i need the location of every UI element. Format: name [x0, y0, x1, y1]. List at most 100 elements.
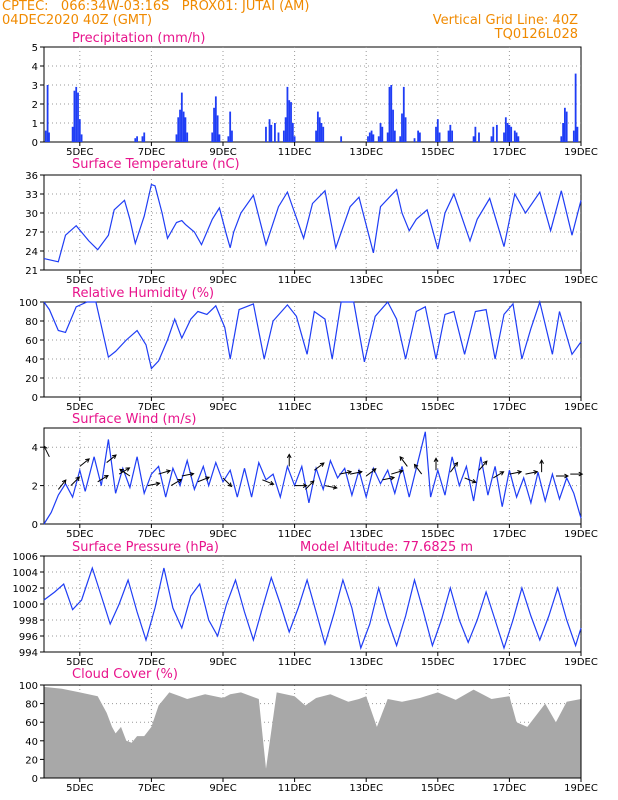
wind-arrow — [449, 462, 458, 473]
wind-arrow — [478, 460, 488, 471]
x-tick-label: 17DEC — [493, 657, 527, 668]
precip-bar — [73, 90, 76, 142]
x-tick-label: 7DEC — [138, 147, 165, 158]
x-tick-label: 13DEC — [349, 402, 383, 413]
y-tick-label: 998 — [19, 616, 38, 627]
x-tick-label: 17DEC — [493, 402, 527, 413]
precip-bar — [504, 117, 507, 142]
precip-bar — [474, 126, 477, 142]
wind-arrow — [222, 477, 232, 487]
y-tick-label: 0 — [32, 138, 38, 149]
x-tick-label: 13DEC — [349, 275, 383, 286]
precip-bar — [268, 119, 271, 142]
precip-bar — [377, 136, 380, 142]
wind-arrowhead — [189, 471, 195, 477]
y-tick-label: 1004 — [13, 568, 38, 579]
precip-bar — [451, 130, 454, 142]
precip-bar — [293, 136, 296, 142]
precip-bar — [44, 130, 47, 142]
precip-bar — [227, 136, 230, 142]
precip-bar — [286, 86, 289, 142]
wind-arrowhead — [398, 469, 404, 474]
precip-bar — [417, 130, 420, 142]
precip-bar — [381, 126, 384, 142]
y-tick-label: 33 — [25, 190, 38, 201]
precip-bar — [231, 130, 233, 142]
precip-bar — [182, 111, 185, 142]
x-tick-label: 15DEC — [421, 783, 455, 794]
y-tick-label: 3 — [32, 81, 38, 92]
y-tick-label: 30 — [25, 209, 38, 220]
precip-bar — [180, 92, 183, 142]
precip-bar — [419, 132, 421, 142]
x-tick-label: 13DEC — [349, 147, 383, 158]
precip-bar — [177, 117, 180, 142]
precip-bar — [513, 130, 516, 142]
precip-bar — [399, 136, 402, 142]
wind-arrowhead — [471, 478, 477, 484]
wind-arrowhead — [119, 468, 124, 474]
wind-arrow — [339, 471, 352, 475]
precip-bar — [372, 134, 375, 142]
precip-bar — [404, 117, 407, 142]
x-tick-label: 7DEC — [138, 275, 165, 286]
wind-arrowhead — [390, 475, 396, 481]
plot-frame — [43, 684, 582, 779]
precip-bar — [78, 119, 81, 142]
x-tick-label: 13DEC — [349, 657, 383, 668]
precip-bar — [379, 123, 382, 142]
y-tick-label: 2 — [32, 482, 38, 493]
wind-arrowhead — [578, 471, 584, 477]
wind-arrowhead — [453, 461, 459, 467]
x-tick-label: 9DEC — [209, 657, 236, 668]
x-tick-label: 15DEC — [421, 529, 455, 540]
precip-bar — [447, 130, 450, 142]
y-tick-label: 60 — [25, 718, 38, 729]
y-tick-label: 0 — [32, 393, 38, 404]
precip-bar — [216, 115, 219, 142]
series-line — [43, 566, 582, 651]
wind-arrowhead — [286, 453, 292, 459]
wind-arrowhead — [482, 460, 488, 466]
y-tick-label: 21 — [25, 266, 38, 277]
precip-bar — [367, 136, 369, 142]
y-tick-label: 40 — [25, 737, 38, 748]
precip-bar — [388, 86, 391, 142]
y-tick-label: 1000 — [13, 600, 38, 611]
x-tick-label: 9DEC — [209, 529, 236, 540]
cloud-area — [44, 686, 581, 778]
panel-title: Precipitation (mm/h) — [72, 31, 205, 46]
wind-arrowhead — [75, 476, 81, 482]
x-tick-label: 11DEC — [278, 529, 312, 540]
panel-title: Surface Pressure (hPa) — [72, 540, 219, 555]
wind-arrowhead — [103, 475, 109, 480]
x-tick-label: 19DEC — [564, 657, 598, 668]
precip-bar — [438, 132, 441, 142]
wind-arrowhead — [166, 469, 172, 474]
precip-bar — [179, 109, 181, 142]
wind-arrowhead — [539, 459, 544, 464]
precip-bar — [284, 117, 287, 142]
precip-bar — [175, 134, 178, 142]
wind-arrowhead — [43, 445, 48, 451]
y-tick-label: 994 — [19, 648, 38, 659]
precip-bar — [274, 123, 276, 142]
precip-bar — [136, 136, 138, 142]
precip-bar — [291, 123, 294, 142]
panel-title: Relative Humidity (%) — [72, 286, 214, 301]
y-tick-label: 20 — [25, 374, 38, 385]
x-tick-label: 9DEC — [209, 783, 236, 794]
wind-arrow — [57, 479, 67, 490]
wind-arrow — [79, 458, 90, 467]
wind-arrow — [106, 454, 117, 463]
precip-bar — [413, 138, 416, 142]
x-tick-label: 17DEC — [493, 783, 527, 794]
plot-frame — [43, 427, 582, 525]
precip-bar — [315, 130, 317, 142]
station-header: CPTEC: 066:34W-03:16S PROX01: JUTAI (AM) — [2, 0, 310, 14]
panel-title: Surface Wind (m/s) — [72, 412, 196, 427]
precip-bar — [368, 132, 371, 142]
wind-arrow — [262, 479, 274, 485]
wind-arrowhead — [399, 455, 405, 461]
